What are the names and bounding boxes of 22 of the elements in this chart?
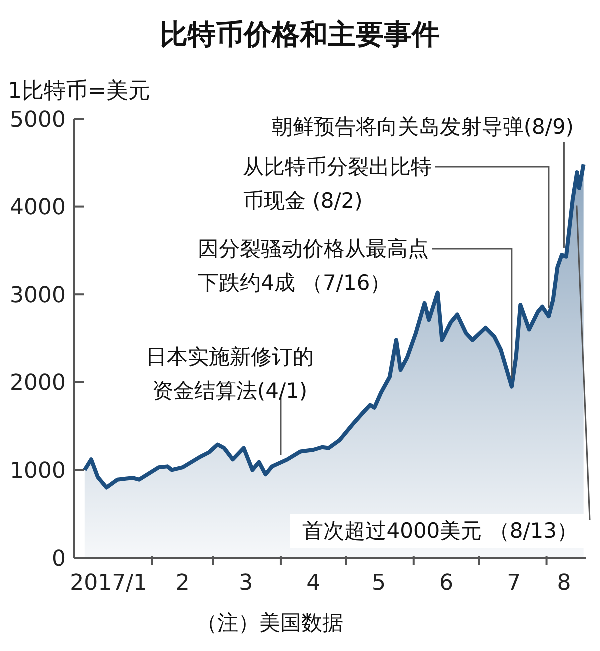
x-tick-label: 6 (440, 571, 454, 596)
x-tick-label: 4 (306, 571, 321, 596)
chart-title: 比特币价格和主要事件 (160, 18, 440, 51)
annotation: 因分裂骚动价格从最高点下跌约4成 （7/16） (198, 237, 429, 295)
x-tick-label: 8 (557, 571, 572, 596)
x-tick-label: 3 (239, 571, 254, 596)
y-tick-label: 2000 (10, 371, 66, 396)
x-tick-label: 2017/1 (70, 571, 148, 596)
y-tick-label: 4000 (10, 196, 66, 221)
y-tick-label: 5000 (10, 108, 66, 133)
x-tick-label: 2 (176, 571, 190, 596)
y-tick-label: 3000 (10, 283, 66, 308)
y-axis-title: 1比特币=美元 (8, 79, 150, 104)
y-tick-label: 0 (52, 546, 66, 572)
annotation: 首次超过4000美元 （8/13） (302, 519, 578, 543)
annotation: 从比特币分裂出比特币现金 (8/2) (243, 155, 432, 213)
y-tick-label: 1000 (10, 459, 66, 484)
text: （注）美国数据 (196, 611, 344, 635)
annotation: 日本实施新修订的资金结算法(4/1) (146, 345, 314, 403)
x-tick-label: 5 (372, 571, 386, 596)
annotation: 朝鲜预告将向关岛发射导弹(8/9) (272, 115, 574, 139)
x-tick-label: 7 (507, 571, 522, 596)
